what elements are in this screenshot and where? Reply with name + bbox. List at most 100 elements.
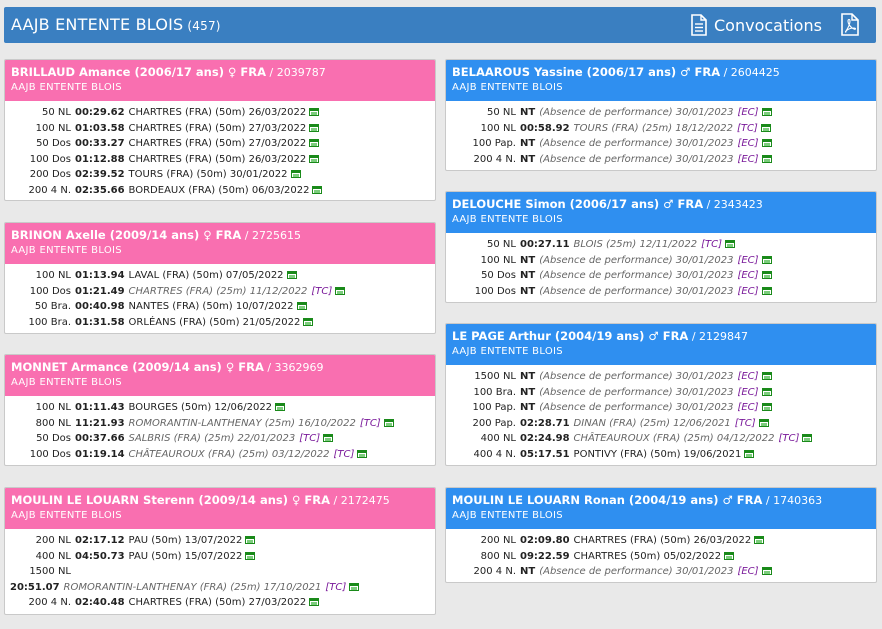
result-sheet-icon[interactable]: [761, 403, 772, 411]
performance-row: 100 Dos 01:12.88 CHARTRES (FRA) (50m) 26/0…: [5, 154, 435, 170]
result-sheet-icon[interactable]: [761, 255, 772, 264]
event-name: 100 Dos: [29, 448, 71, 460]
result-sheet-icon[interactable]: [744, 449, 755, 458]
swimmer-card-header: MONNET Armance (2009/14 ans) ♀ FRA / 336…: [5, 355, 435, 396]
pool-type-badge: [TC]: [359, 417, 381, 429]
result-sheet-icon[interactable]: [286, 271, 297, 279]
club-header-bar: AAJB ENTENTE BLOIS (457) Convocations: [4, 7, 876, 43]
result-sheet-icon[interactable]: [758, 418, 769, 427]
result-sheet-icon[interactable]: [761, 387, 772, 396]
result-sheet-icon[interactable]: [761, 567, 772, 575]
result-sheet-icon[interactable]: [760, 123, 771, 132]
swimmer-name[interactable]: BELAAROUS Yassine (2006/17 ans) ♂ FRA: [452, 65, 721, 79]
performance-row: 100 NL NT (Absence de performance) 30/01/2…: [446, 255, 876, 271]
performance-time: 01:13.94: [75, 270, 125, 281]
performance-row: 1500 NL NT (Absence de performance) 30/01/…: [446, 371, 876, 387]
performance-time: 00:27.11: [520, 239, 570, 250]
event-name: 100 Dos: [474, 285, 516, 297]
pool-type-badge: [EC]: [737, 566, 759, 577]
result-sheet-icon[interactable]: [275, 403, 286, 411]
pool-type-badge: [TC]: [333, 448, 355, 460]
performance-details: 05:17.51 PONTIVY (FRA) (50m) 19/06/2021: [520, 449, 755, 460]
performance-time: 01:12.88: [75, 153, 125, 165]
result-sheet-icon[interactable]: [309, 598, 320, 606]
performance-details: 00:58.92 TOURS (FRA) (25m) 18/12/2022 [TC]: [520, 123, 771, 134]
performance-details: 02:09.80 CHARTRES (FRA) (50m) 26/03/2022: [520, 535, 765, 546]
result-sheet-icon[interactable]: [309, 123, 320, 132]
event-name: 200 NL: [35, 535, 71, 546]
result-sheet-icon[interactable]: [724, 551, 735, 560]
event-name: 100 NL: [480, 122, 516, 134]
event-name: 200 4 N.: [28, 184, 71, 196]
swimmer-card: MOULIN LE LOUARN Sterenn (2009/14 ans) ♀…: [4, 487, 436, 615]
swimmer-name[interactable]: LE PAGE Arthur (2004/19 ans) ♂ FRA: [452, 329, 689, 343]
result-sheet-icon[interactable]: [309, 139, 320, 147]
performance-time: 02:17.12: [75, 535, 125, 546]
result-sheet-icon[interactable]: [245, 536, 256, 544]
result-sheet-icon[interactable]: [335, 286, 346, 295]
performance-details: NT (Absence de performance) 30/01/2023 [EC…: [520, 270, 772, 281]
performance-time: 00:33.27: [75, 138, 125, 149]
pool-type-badge: [EC]: [737, 270, 759, 281]
performance-row: 200 NL 02:17.12 PAU (50m) 13/07/2022: [5, 535, 435, 551]
result-sheet-icon[interactable]: [245, 551, 256, 560]
event-name: 100 Bra.: [473, 386, 516, 398]
pool-type-badge: [TC]: [299, 433, 321, 444]
performance-time: 01:11.43: [75, 402, 125, 413]
pdf-button[interactable]: [840, 13, 860, 40]
result-sheet-icon[interactable]: [761, 372, 772, 380]
result-sheet-icon[interactable]: [802, 434, 813, 442]
meet-info: CHARTRES (50m) 05/02/2022: [573, 550, 722, 562]
meet-info: (Absence de performance) 30/01/2023: [539, 107, 734, 118]
result-sheet-icon[interactable]: [296, 302, 307, 310]
result-sheet-icon[interactable]: [383, 418, 394, 427]
result-sheet-icon[interactable]: [290, 170, 301, 178]
document-icon: [691, 14, 707, 36]
performance-row: 50 Dos 00:33.27 CHARTRES (FRA) (50m) 27/03…: [5, 138, 435, 154]
event-name: 50 Dos: [36, 138, 71, 149]
performance-details: 01:13.94 LAVAL (FRA) (50m) 07/05/2022: [75, 270, 297, 281]
swimmer-name-line: MONNET Armance (2009/14 ans) ♀ FRA / 336…: [11, 360, 429, 374]
meet-info: CHARTRES (FRA) (50m) 26/03/2022: [128, 153, 307, 165]
convocations-button[interactable]: Convocations: [690, 13, 822, 37]
performance-details: 02:35.66 BORDEAUX (FRA) (50m) 06/03/2022: [75, 185, 323, 196]
club-title: AAJB ENTENTE BLOIS (457): [11, 15, 221, 34]
result-sheet-icon[interactable]: [761, 139, 772, 147]
swimmer-name[interactable]: MOULIN LE LOUARN Sterenn (2009/14 ans) ♀…: [11, 493, 331, 507]
swimmer-name[interactable]: MOULIN LE LOUARN Ronan (2004/19 ans) ♂ F…: [452, 493, 763, 507]
result-sheet-icon[interactable]: [303, 317, 314, 326]
performance-time: NT: [520, 138, 536, 149]
swimmer-name[interactable]: BRILLAUD Amance (2006/17 ans) ♀ FRA: [11, 65, 266, 79]
performance-details: 01:21.49 CHARTRES (FRA) (25m) 11/12/2022[…: [75, 286, 346, 297]
result-sheet-icon[interactable]: [309, 108, 320, 116]
result-sheet-icon[interactable]: [725, 240, 736, 248]
result-sheet-icon[interactable]: [349, 582, 360, 591]
result-sheet-icon[interactable]: [761, 154, 772, 163]
event-name: 200 Dos: [29, 169, 71, 180]
swimmer-card-header: MOULIN LE LOUARN Sterenn (2009/14 ans) ♀…: [5, 488, 435, 529]
meet-info: PAU (50m) 15/07/2022: [128, 550, 243, 562]
swimmer-name[interactable]: MONNET Armance (2009/14 ans) ♀ FRA: [11, 360, 264, 374]
performance-list: 200 NL 02:17.12 PAU (50m) 13/07/2022 400 NL…: [5, 529, 435, 613]
swimmer-card-header: LE PAGE Arthur (2004/19 ans) ♂ FRA / 212…: [446, 324, 876, 365]
pool-type-badge: [TC]: [701, 239, 723, 250]
result-sheet-icon[interactable]: [323, 434, 334, 442]
swimmer-name[interactable]: DELOUCHE Simon (2006/17 ans) ♂ FRA: [452, 197, 704, 211]
license-number: / 3362969: [263, 361, 324, 374]
result-sheet-icon[interactable]: [309, 154, 320, 163]
performance-details: NT (Absence de performance) 30/01/2023 [EC…: [520, 107, 772, 118]
result-sheet-icon[interactable]: [761, 286, 772, 295]
performance-row: 200 Dos 02:39.52 TOURS (FRA) (50m) 30/01/2…: [5, 169, 435, 185]
meet-info: (Absence de performance) 30/01/2023: [539, 566, 734, 577]
result-sheet-icon[interactable]: [761, 271, 772, 279]
performance-details: NT (Absence de performance) 30/01/2023 [EC…: [520, 566, 772, 577]
result-sheet-icon[interactable]: [312, 185, 323, 194]
performance-time: NT: [520, 270, 536, 281]
result-sheet-icon[interactable]: [754, 536, 765, 544]
performance-row: 1500 NL: [5, 566, 435, 582]
result-sheet-icon[interactable]: [761, 108, 772, 116]
swimmer-name[interactable]: BRINON Axelle (2009/14 ans) ♀ FRA: [11, 228, 242, 242]
performance-row: 200 4 N. 02:40.48 CHARTRES (FRA) (50m) 27/…: [5, 597, 435, 613]
result-sheet-icon[interactable]: [357, 449, 368, 458]
performance-details: 00:27.11 BLOIS (25m) 12/11/2022 [TC]: [520, 239, 736, 250]
